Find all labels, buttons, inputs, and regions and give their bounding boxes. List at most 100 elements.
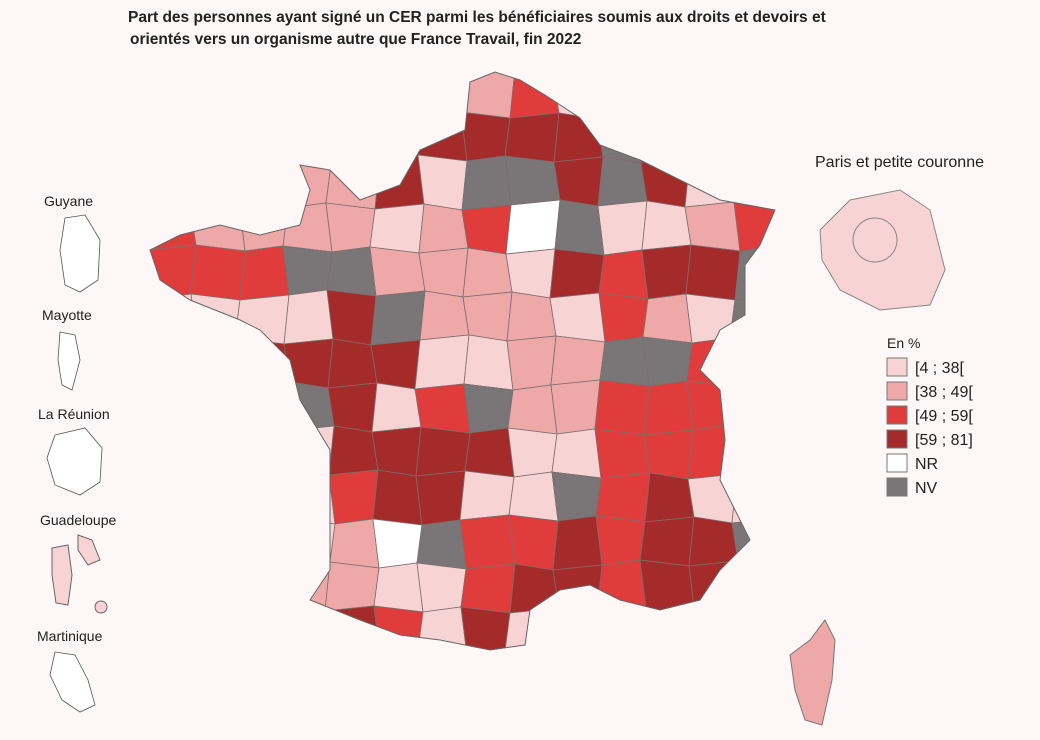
department	[418, 203, 469, 254]
department	[595, 472, 651, 523]
legend-label: [4 ; 38[	[915, 360, 964, 377]
department	[508, 471, 559, 522]
department	[327, 338, 378, 389]
france-outline	[149, 71, 776, 651]
legend-swatch	[886, 429, 908, 449]
department	[643, 429, 694, 480]
department	[461, 204, 512, 255]
department	[283, 289, 334, 345]
department	[416, 519, 467, 570]
paris-inset-border	[852, 217, 898, 263]
legend-swatch	[886, 357, 908, 377]
guyane	[59, 214, 101, 293]
department	[550, 379, 601, 435]
department	[414, 383, 471, 434]
title-line: Part des personnes ayant signé un CER pa…	[128, 9, 826, 26]
title-line: orientés vers un organisme autre que Fra…	[130, 31, 581, 48]
department	[685, 244, 741, 301]
department	[463, 383, 514, 434]
department	[373, 562, 424, 613]
department	[328, 469, 379, 525]
department	[462, 291, 513, 342]
guadeloupe-island	[94, 600, 108, 614]
legend-swatch	[886, 381, 908, 401]
department	[639, 516, 695, 567]
department	[504, 112, 560, 163]
corse	[789, 619, 836, 726]
department	[463, 334, 514, 391]
department	[643, 380, 694, 436]
department	[461, 155, 512, 211]
department	[239, 245, 290, 301]
department	[419, 290, 470, 341]
mayotte	[57, 331, 81, 391]
department	[642, 336, 693, 387]
department	[553, 156, 604, 207]
legend-label: NR	[915, 456, 938, 473]
department	[504, 155, 561, 206]
legend-swatch	[886, 405, 908, 425]
department	[549, 248, 605, 299]
department	[508, 514, 559, 571]
department	[369, 246, 426, 297]
department	[598, 292, 649, 343]
department	[506, 291, 557, 342]
department	[551, 428, 602, 479]
department	[325, 202, 376, 253]
department	[506, 335, 557, 391]
department	[324, 561, 380, 612]
legend-label: [49 ; 59[	[915, 408, 973, 425]
department	[641, 200, 692, 251]
department	[641, 244, 692, 300]
inset-label: Paris et petite couronne	[815, 154, 984, 171]
department	[326, 289, 377, 346]
legend-swatch	[886, 453, 908, 473]
department	[684, 201, 741, 252]
department	[415, 426, 471, 477]
department	[597, 200, 648, 256]
department	[416, 562, 467, 613]
department	[594, 428, 651, 479]
legend-label: [59 ; 81]	[915, 432, 973, 449]
department	[550, 335, 606, 386]
department	[460, 606, 511, 650]
department	[459, 514, 516, 570]
department	[594, 379, 650, 436]
department	[417, 154, 468, 211]
legend-swatch	[886, 477, 908, 497]
inset-label: La Réunion	[38, 406, 110, 422]
department	[599, 336, 650, 387]
martinique	[49, 651, 96, 713]
guadeloupe	[51, 534, 101, 606]
department	[370, 290, 426, 346]
department	[554, 199, 605, 256]
department	[598, 249, 649, 300]
legend-title: En %	[887, 335, 920, 351]
department	[507, 384, 558, 435]
reunion	[46, 427, 103, 496]
inset-label: Mayotte	[42, 307, 92, 323]
department	[372, 518, 423, 569]
department	[505, 199, 561, 255]
department	[190, 244, 246, 301]
inset-label: Guyane	[44, 193, 93, 209]
department	[595, 515, 646, 566]
inset-label: Martinique	[37, 628, 103, 644]
department	[329, 518, 380, 569]
inset-label: Guadeloupe	[40, 512, 117, 528]
legend-label: NV	[915, 480, 938, 497]
department	[282, 245, 333, 296]
legend-label: [38 ; 49[	[915, 384, 973, 401]
department	[328, 425, 379, 476]
department	[551, 471, 602, 522]
department	[372, 469, 423, 526]
department	[464, 427, 515, 478]
department	[549, 292, 606, 343]
department	[597, 156, 648, 207]
department	[552, 515, 603, 571]
department	[642, 293, 693, 344]
department	[415, 470, 466, 526]
department	[414, 334, 470, 390]
department	[371, 426, 422, 477]
